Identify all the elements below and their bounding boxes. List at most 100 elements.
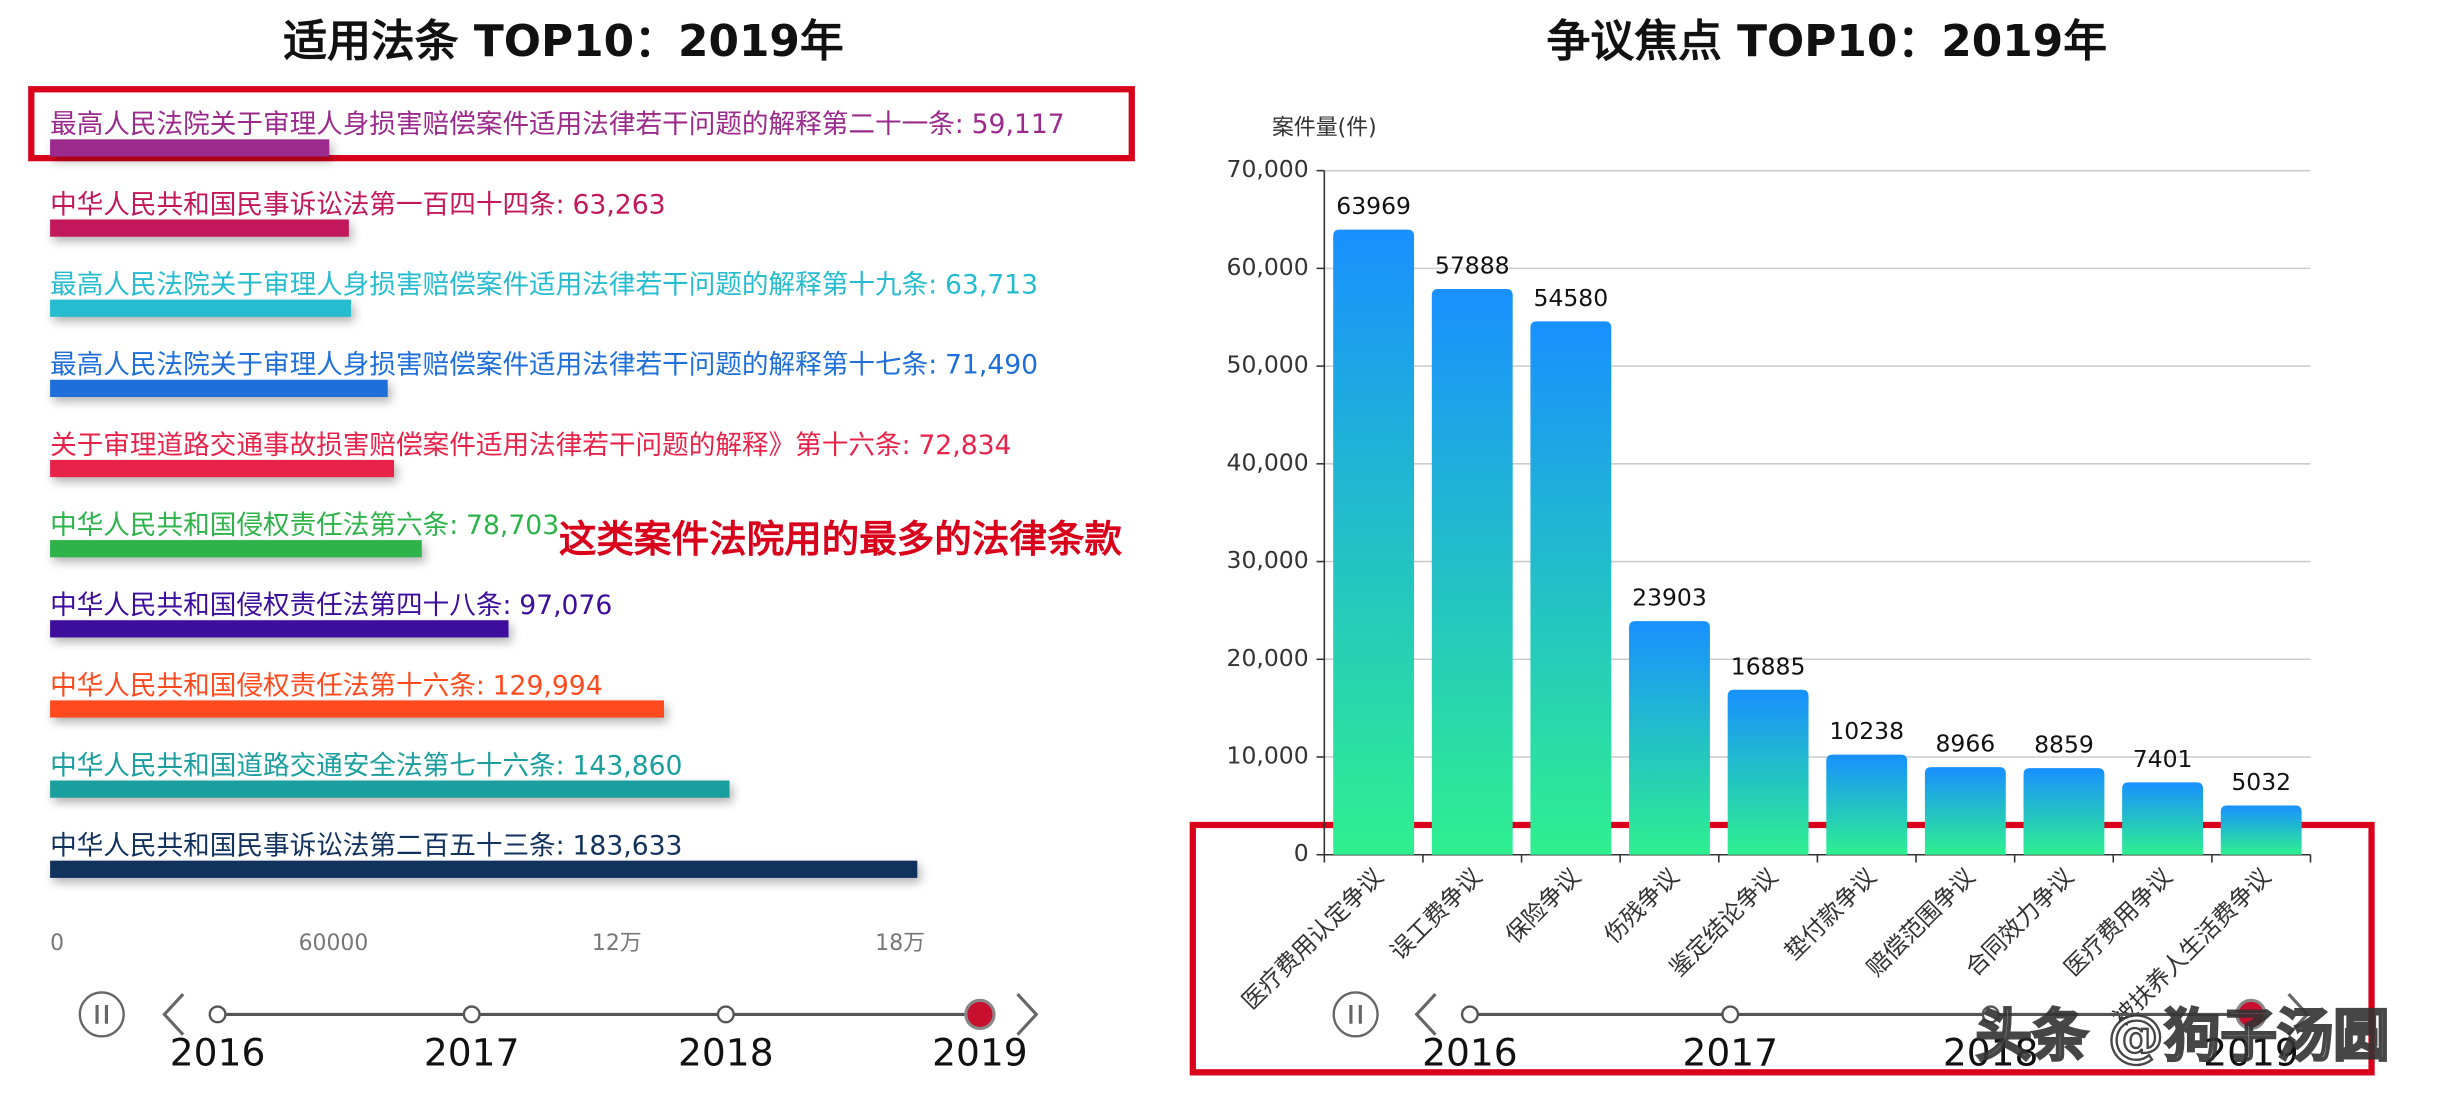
x-tick-label: 18万	[875, 931, 925, 956]
timeline-label[interactable]: 2018	[678, 1031, 774, 1075]
bar	[50, 540, 422, 558]
bar	[2023, 768, 2105, 855]
timeline-point[interactable]	[2235, 998, 2267, 1031]
value-label: 63,263	[572, 189, 665, 220]
value-label: 5032	[2231, 768, 2291, 796]
category-label: 最高人民法院关于审理人身损害赔偿案件适用法律若干问题的解释第十七条:	[50, 349, 937, 380]
timeline-label[interactable]: 2016	[170, 1031, 266, 1075]
value-label: 143,860	[572, 750, 682, 781]
value-label: 63,713	[945, 269, 1038, 300]
timeline-point[interactable]	[462, 1005, 481, 1024]
value-label: 59,117	[972, 109, 1065, 140]
prev-arrow[interactable]	[1414, 992, 1437, 1036]
bar	[50, 860, 918, 878]
value-label: 57888	[1435, 252, 1510, 280]
value-label: 7401	[2133, 745, 2193, 773]
bar-label: 中华人民共和国民事诉讼法第一百四十四条: 63,263	[50, 189, 665, 220]
prev-arrow[interactable]	[162, 992, 185, 1036]
pause-icon	[1349, 1005, 1362, 1024]
category-label: 中华人民共和国民事诉讼法第一百四十四条:	[50, 189, 565, 220]
category-label: 中华人民共和国侵权责任法第十六条:	[50, 670, 485, 701]
bar	[1629, 621, 1710, 855]
bar	[50, 219, 349, 237]
timeline-point[interactable]	[1981, 1005, 2000, 1024]
value-label: 23903	[1632, 584, 1707, 612]
y-tick-label: 0	[1294, 839, 1309, 867]
timeline-point[interactable]	[964, 998, 996, 1031]
value-label: 72,834	[918, 429, 1011, 460]
y-tick-label: 40,000	[1227, 448, 1309, 476]
x-tick-label: 0	[50, 931, 64, 956]
bar	[1826, 754, 1908, 855]
bar	[1924, 767, 2006, 855]
pause-icon	[95, 1005, 109, 1024]
value-label: 10238	[1829, 717, 1904, 745]
timeline-label[interactable]: 2019	[932, 1031, 1028, 1075]
bar	[2220, 805, 2302, 855]
bar	[1431, 289, 1513, 855]
timeline-label[interactable]: 2017	[1682, 1031, 1778, 1075]
y-axis-label: 案件量(件)	[1272, 115, 1377, 140]
y-tick-label: 20,000	[1227, 644, 1309, 672]
bar	[2122, 782, 2204, 855]
bar-label: 中华人民共和国民事诉讼法第二百五十三条: 183,633	[50, 830, 682, 861]
y-tick-label: 70,000	[1227, 155, 1309, 183]
timeline-label[interactable]: 2016	[1422, 1031, 1518, 1075]
timeline-point[interactable]	[1460, 1005, 1479, 1024]
bar	[50, 379, 388, 398]
bar	[50, 620, 509, 638]
category-label: 中华人民共和国侵权责任法第四十八条:	[50, 590, 511, 621]
timeline-label[interactable]: 2018	[1943, 1031, 2039, 1075]
bar	[1530, 321, 1612, 855]
timeline-point[interactable]	[1721, 1005, 1740, 1024]
value-label: 97,076	[519, 590, 612, 621]
category-label: 中华人民共和国民事诉讼法第二百五十三条:	[50, 830, 565, 861]
timeline-point[interactable]	[208, 1005, 227, 1024]
y-tick-label: 50,000	[1227, 351, 1309, 379]
bar-label: 关于审理道路交通事故损害赔偿案件适用法律若干问题的解释》第十六条: 72,834	[50, 429, 1011, 460]
value-label: 8859	[2034, 731, 2094, 759]
x-tick-label: 12万	[592, 931, 642, 956]
category-label: 中华人民共和国侵权责任法第六条:	[50, 509, 458, 540]
y-tick-label: 30,000	[1227, 546, 1309, 574]
bar-label: 最高人民法院关于审理人身损害赔偿案件适用法律若干问题的解释第十九条: 63,713	[50, 269, 1038, 300]
chart-title: 适用法条 TOP10：2019年	[283, 16, 843, 67]
category-label: 关于审理道路交通事故损害赔偿案件适用法律若干问题的解释》第十六条:	[50, 429, 910, 460]
bar	[50, 700, 665, 718]
next-arrow[interactable]	[1016, 992, 1039, 1036]
bar	[50, 139, 330, 157]
value-label: 63969	[1336, 192, 1411, 220]
bar	[1333, 229, 1415, 855]
x-tick-label: 60000	[299, 931, 369, 956]
bar	[50, 780, 730, 798]
bar-label: 最高人民法院关于审理人身损害赔偿案件适用法律若干问题的解释第二十一条: 59,11…	[50, 109, 1065, 140]
category-label: 最高人民法院关于审理人身损害赔偿案件适用法律若干问题的解释第二十一条:	[50, 109, 964, 140]
timeline-label[interactable]: 2017	[424, 1031, 520, 1075]
bar-label: 最高人民法院关于审理人身损害赔偿案件适用法律若干问题的解释第十七条: 71,490	[50, 349, 1038, 380]
value-label: 16885	[1731, 652, 1806, 680]
y-tick-label: 10,000	[1227, 742, 1309, 770]
bar-label: 中华人民共和国侵权责任法第十六条: 129,994	[50, 670, 603, 701]
bar	[50, 459, 395, 478]
category-label: 最高人民法院关于审理人身损害赔偿案件适用法律若干问题的解释第十九条:	[50, 269, 937, 300]
pause-button[interactable]	[78, 991, 125, 1038]
value-label: 8966	[1935, 730, 1995, 758]
timeline-point[interactable]	[716, 1005, 735, 1024]
category-label: 中华人民共和国道路交通安全法第七十六条:	[50, 750, 565, 781]
bar-label: 中华人民共和国道路交通安全法第七十六条: 143,860	[50, 750, 682, 781]
highlight-box	[28, 86, 1135, 162]
value-label: 78,703	[466, 509, 559, 540]
chart-title: 争议焦点 TOP10：2019年	[1547, 16, 2107, 67]
watermark: 头条 @狗子汤圆	[1976, 1004, 2390, 1069]
value-label: 129,994	[493, 670, 603, 701]
value-label: 183,633	[572, 830, 682, 861]
pause-button[interactable]	[1332, 991, 1379, 1038]
next-arrow[interactable]	[2287, 992, 2310, 1036]
bar-label: 中华人民共和国侵权责任法第六条: 78,703	[50, 509, 559, 540]
bar-label: 中华人民共和国侵权责任法第四十八条: 97,076	[50, 590, 612, 621]
timeline-label[interactable]: 2019	[2203, 1031, 2299, 1075]
bar	[1727, 689, 1809, 855]
y-tick-label: 60,000	[1227, 253, 1309, 281]
annotation: 这类案件法院用的最多的法律条款	[559, 517, 1123, 561]
